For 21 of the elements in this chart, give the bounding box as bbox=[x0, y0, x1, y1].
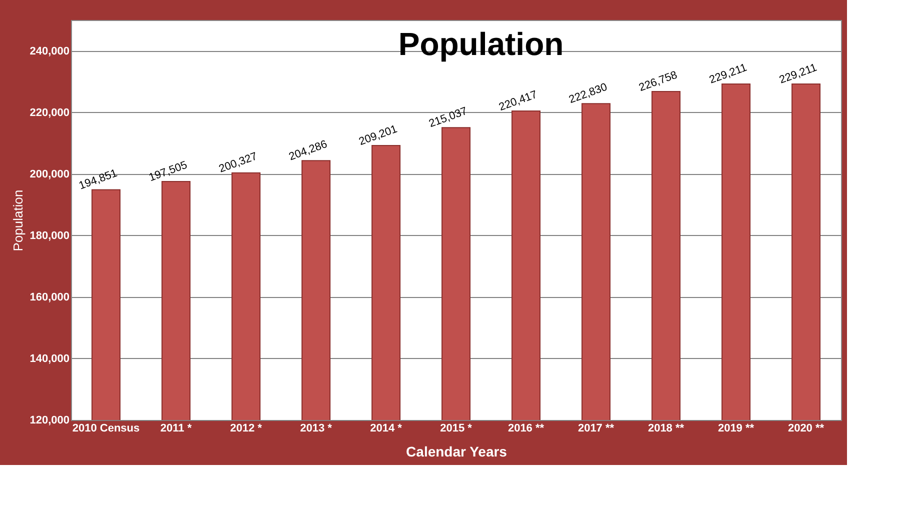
x-tick-label: 2018 ** bbox=[648, 422, 685, 434]
y-tick-label: 140,000 bbox=[30, 352, 70, 365]
y-tick-label: 240,000 bbox=[30, 45, 70, 58]
chart-title: Population bbox=[398, 26, 564, 62]
x-tick-label: 2020 ** bbox=[788, 422, 825, 434]
y-tick-label: 160,000 bbox=[30, 291, 70, 304]
y-tick-label: 220,000 bbox=[30, 106, 70, 119]
x-tick-label: 2012 * bbox=[230, 422, 263, 434]
x-tick-label: 2019 ** bbox=[718, 422, 755, 434]
x-tick-label: 2011 * bbox=[160, 422, 192, 434]
x-tick-label: 2017 ** bbox=[578, 422, 615, 434]
x-tick-label: 2013 * bbox=[300, 422, 333, 434]
y-tick-label: 120,000 bbox=[30, 414, 70, 426]
x-axis-title: Calendar Years bbox=[406, 444, 508, 460]
x-tick-label: 2016 ** bbox=[508, 422, 545, 434]
y-tick-label: 180,000 bbox=[30, 230, 70, 242]
x-tick-label: 2010 Census bbox=[72, 422, 140, 434]
x-tick-label: 2015 * bbox=[440, 422, 473, 434]
y-tick-label: 200,000 bbox=[30, 168, 70, 180]
y-axis-title: Population bbox=[10, 190, 26, 252]
x-tick-label: 2014 * bbox=[370, 422, 403, 434]
